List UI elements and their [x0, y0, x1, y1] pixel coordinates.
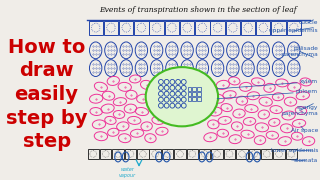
Text: upper epidermis: upper epidermis: [269, 28, 318, 33]
Bar: [112, 148, 124, 159]
Text: phloem: phloem: [217, 89, 318, 99]
Bar: [249, 148, 260, 159]
Bar: [256, 21, 270, 35]
Text: Events of transpiration shown in the section of leaf: Events of transpiration shown in the sec…: [99, 6, 297, 14]
Bar: [174, 148, 186, 159]
Bar: [197, 92, 201, 96]
Text: step by: step by: [6, 109, 87, 128]
Bar: [134, 21, 148, 35]
Text: easily: easily: [15, 85, 79, 104]
Bar: [271, 21, 286, 35]
Bar: [188, 97, 191, 101]
Bar: [261, 148, 272, 159]
Text: lower epidermis: lower epidermis: [271, 148, 318, 152]
Text: step: step: [22, 132, 71, 151]
Bar: [197, 97, 201, 101]
Text: draw: draw: [19, 61, 74, 80]
Bar: [273, 148, 285, 159]
Bar: [162, 148, 173, 159]
Bar: [192, 87, 196, 91]
Bar: [197, 87, 201, 91]
Bar: [180, 21, 194, 35]
Text: cuticle: cuticle: [299, 20, 318, 25]
Bar: [104, 21, 118, 35]
Bar: [224, 148, 235, 159]
Bar: [149, 148, 161, 159]
Bar: [89, 21, 103, 35]
Bar: [241, 21, 255, 35]
Bar: [192, 97, 196, 101]
Bar: [211, 21, 225, 35]
Bar: [199, 148, 211, 159]
Bar: [212, 148, 223, 159]
Bar: [125, 148, 136, 159]
Bar: [119, 21, 133, 35]
Bar: [192, 92, 196, 96]
Text: How to: How to: [8, 37, 85, 57]
Text: water
vapour: water vapour: [119, 167, 136, 178]
Bar: [165, 21, 179, 35]
Bar: [149, 21, 164, 35]
Bar: [236, 148, 248, 159]
Text: spongy
parenchyma: spongy parenchyma: [281, 104, 318, 116]
Text: Air space: Air space: [291, 126, 318, 133]
Bar: [88, 148, 99, 159]
Bar: [137, 148, 148, 159]
Text: stomata: stomata: [292, 158, 318, 163]
Ellipse shape: [146, 67, 218, 126]
Bar: [195, 21, 210, 35]
Bar: [188, 92, 191, 96]
Text: xylem: xylem: [217, 79, 318, 89]
Bar: [287, 21, 301, 35]
Bar: [100, 148, 111, 159]
Bar: [187, 148, 198, 159]
Bar: [286, 148, 297, 159]
Bar: [226, 21, 240, 35]
Bar: [188, 87, 191, 91]
Text: palisade
parenchyma: palisade parenchyma: [281, 46, 318, 57]
